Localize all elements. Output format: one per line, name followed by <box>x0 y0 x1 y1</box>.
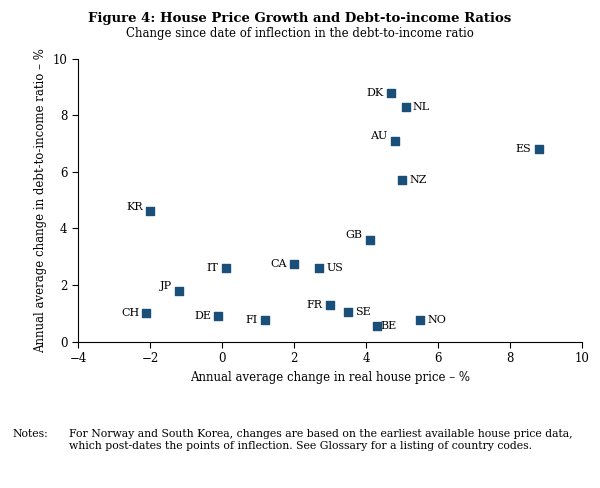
Text: CH: CH <box>121 308 139 318</box>
Point <box>386 89 396 97</box>
Point <box>401 103 410 111</box>
Text: DE: DE <box>194 311 211 321</box>
Point <box>390 137 400 144</box>
Text: Change since date of inflection in the debt-to-income ratio: Change since date of inflection in the d… <box>126 27 474 40</box>
Text: AU: AU <box>370 131 388 142</box>
Text: For Norway and South Korea, changes are based on the earliest available house pr: For Norway and South Korea, changes are … <box>69 429 572 451</box>
Text: DK: DK <box>367 87 384 98</box>
Point <box>174 287 184 295</box>
Text: FI: FI <box>246 315 258 325</box>
Text: IT: IT <box>206 263 218 273</box>
Point <box>214 312 223 320</box>
Text: CA: CA <box>271 259 287 269</box>
Point <box>397 176 407 184</box>
Text: NZ: NZ <box>409 175 427 185</box>
Y-axis label: Annual average change in debt-to-income ratio – %: Annual average change in debt-to-income … <box>34 48 47 352</box>
Point <box>142 309 151 317</box>
Text: FR: FR <box>307 300 323 310</box>
Point <box>365 236 374 244</box>
Text: JP: JP <box>160 282 172 291</box>
Text: NO: NO <box>427 315 446 325</box>
Point <box>372 322 382 330</box>
Text: BE: BE <box>380 321 397 331</box>
Point <box>415 316 425 324</box>
Text: GB: GB <box>346 230 362 241</box>
Point <box>145 207 155 215</box>
Text: Notes:: Notes: <box>12 429 48 439</box>
Point <box>289 260 299 267</box>
Point <box>325 301 335 309</box>
Point <box>314 264 324 272</box>
Text: ES: ES <box>516 144 532 154</box>
Text: US: US <box>326 263 343 273</box>
Point <box>221 264 230 272</box>
Text: SE: SE <box>355 307 371 317</box>
Text: KR: KR <box>126 202 143 212</box>
Text: Figure 4: House Price Growth and Debt-to-income Ratios: Figure 4: House Price Growth and Debt-to… <box>88 12 512 25</box>
Point <box>343 308 353 316</box>
Point <box>260 316 270 324</box>
Point <box>534 145 544 153</box>
Text: NL: NL <box>413 102 430 112</box>
X-axis label: Annual average change in real house price – %: Annual average change in real house pric… <box>190 370 470 384</box>
